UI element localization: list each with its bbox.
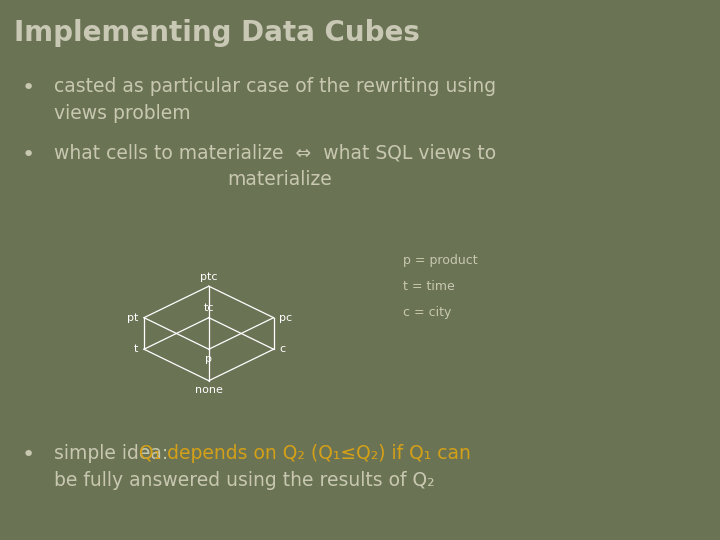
Text: •: •: [22, 78, 35, 98]
Text: p = product: p = product: [403, 254, 478, 267]
Text: be fully answered using the results of Q₂: be fully answered using the results of Q…: [54, 471, 435, 490]
Text: p: p: [205, 354, 212, 363]
Text: ptc: ptc: [200, 272, 217, 282]
Text: what cells to materialize  ⇔  what SQL views to: what cells to materialize ⇔ what SQL vie…: [54, 143, 496, 162]
Text: t = time: t = time: [403, 280, 455, 293]
Text: c: c: [279, 344, 286, 354]
Text: t: t: [134, 344, 138, 354]
Text: •: •: [22, 446, 35, 465]
Text: tc: tc: [204, 303, 214, 313]
Text: pt: pt: [127, 313, 138, 323]
Text: pc: pc: [279, 313, 292, 323]
Text: materialize: materialize: [227, 170, 331, 189]
Text: Implementing Data Cubes: Implementing Data Cubes: [14, 19, 420, 47]
Text: c = city: c = city: [403, 306, 451, 319]
Text: none: none: [195, 385, 222, 395]
Text: Q₁ depends on Q₂ (Q₁≤Q₂) if Q₁ can: Q₁ depends on Q₂ (Q₁≤Q₂) if Q₁ can: [139, 444, 471, 463]
Text: simple idea:: simple idea:: [54, 444, 174, 463]
Text: casted as particular case of the rewriting using: casted as particular case of the rewriti…: [54, 77, 496, 96]
Text: views problem: views problem: [54, 104, 191, 123]
Text: •: •: [22, 145, 35, 165]
